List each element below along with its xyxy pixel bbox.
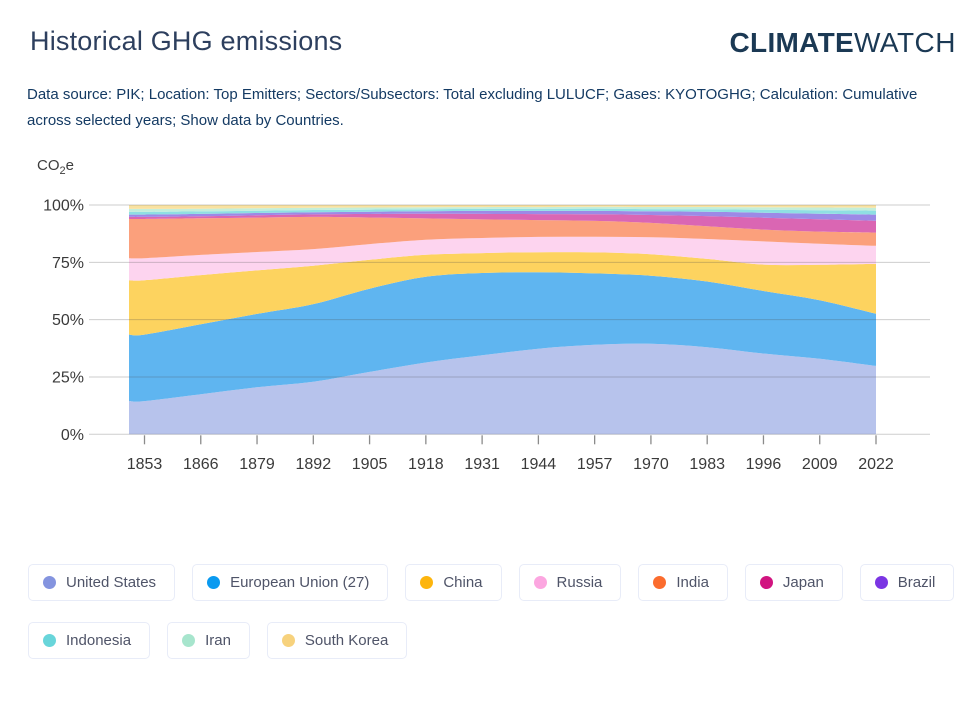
- legend-label-india: India: [676, 574, 709, 591]
- legend-label-japan: Japan: [782, 574, 824, 591]
- x-tick-label-1905: 1905: [352, 456, 388, 473]
- x-tick-label-2022: 2022: [858, 456, 894, 473]
- legend-dot-iran: [182, 634, 196, 647]
- y-tick-label-100pct: 100%: [43, 198, 84, 215]
- climate-watch-logo: CLIMATEWATCH: [730, 27, 956, 59]
- legend-item-china[interactable]: China: [405, 564, 502, 601]
- legend-row-2: Indonesia Iran South Korea: [28, 622, 954, 659]
- legend-dot-brazil: [874, 576, 888, 589]
- x-tick-label-1970: 1970: [633, 456, 669, 473]
- area-china[interactable]: [129, 252, 876, 336]
- settings-summary-line-2: across selected years; Show data by Coun…: [27, 112, 344, 129]
- stacked-area-chart: 1853 1866 1879 1892 1905 1918 1931 1944 1957 1970…: [43, 198, 930, 473]
- area-south-korea[interactable]: [129, 205, 876, 209]
- x-tick-label-1931: 1931: [464, 456, 500, 473]
- area-brazil[interactable]: [129, 210, 876, 221]
- x-tick-label-1853: 1853: [127, 456, 163, 473]
- legend-row-1: United States European Union (27) China Rus…: [28, 564, 955, 601]
- area-united-states[interactable]: [129, 343, 876, 435]
- legend-dot-india: [653, 576, 667, 589]
- legend-item-india[interactable]: India: [638, 564, 728, 601]
- area-iran[interactable]: [129, 206, 876, 212]
- legend-label-south-korea: South Korea: [304, 632, 389, 649]
- x-tick-label-1892: 1892: [296, 456, 332, 473]
- chart-legend: United States European Union (27) China Rus…: [28, 564, 955, 659]
- legend-item-brazil[interactable]: Brazil: [859, 564, 955, 601]
- page-title: Historical GHG emissions: [30, 26, 343, 56]
- legend-dot-japan: [759, 576, 773, 589]
- area-japan[interactable]: [129, 213, 876, 233]
- legend-item-russia[interactable]: Russia: [518, 564, 622, 601]
- y-tick-label-75pct: 75%: [52, 255, 84, 272]
- x-tick-label-1983: 1983: [689, 456, 725, 473]
- settings-summary-line-1: Data source: PIK; Location: Top Emitters…: [27, 86, 918, 103]
- area-indonesia[interactable]: [129, 208, 876, 215]
- x-tick-label-1996: 1996: [746, 456, 782, 473]
- area-india[interactable]: [129, 216, 876, 259]
- legend-label-iran: Iran: [205, 632, 231, 649]
- legend-item-united-states[interactable]: United States: [28, 564, 176, 601]
- legend-item-south-korea[interactable]: South Korea: [266, 622, 408, 659]
- y-tick-label-50pct: 50%: [52, 312, 84, 329]
- legend-label-united-states: United States: [66, 574, 157, 591]
- area-european-union-27[interactable]: [129, 272, 876, 402]
- legend-label-china: China: [443, 574, 483, 591]
- legend-item-japan[interactable]: Japan: [744, 564, 843, 601]
- legend-label-indonesia: Indonesia: [66, 632, 132, 649]
- legend-dot-south-korea: [281, 634, 295, 647]
- x-tick-label-1866: 1866: [183, 456, 219, 473]
- legend-label-european-union-27: European Union (27): [230, 574, 370, 591]
- legend-label-russia: Russia: [556, 574, 603, 591]
- legend-dot-indonesia: [43, 634, 56, 647]
- legend-dot-russia: [533, 576, 547, 589]
- legend-item-indonesia[interactable]: Indonesia: [28, 622, 151, 659]
- chart-settings-summary: Data source: PIK; Location: Top Emitters…: [27, 82, 957, 134]
- legend-dot-united-states: [43, 576, 56, 589]
- legend-item-european-union-27[interactable]: European Union (27): [192, 564, 389, 601]
- x-tick-label-1944: 1944: [521, 456, 557, 473]
- logo-watch: WATCH: [853, 27, 956, 58]
- y-axis-unit-label: CO2e: [37, 157, 74, 177]
- x-tick-label-1957: 1957: [577, 456, 613, 473]
- x-tick-label-1879: 1879: [239, 456, 275, 473]
- y-tick-label-0pct: 0%: [61, 427, 84, 444]
- legend-label-brazil: Brazil: [897, 574, 936, 591]
- logo-climate: CLIMATE: [729, 27, 854, 58]
- legend-item-iran[interactable]: Iran: [167, 622, 250, 659]
- y-tick-label-25pct: 25%: [52, 369, 84, 386]
- legend-dot-china: [420, 576, 434, 589]
- area-russia[interactable]: [129, 236, 876, 281]
- x-tick-label-2009: 2009: [802, 456, 838, 473]
- legend-dot-european-union-27: [207, 576, 221, 589]
- x-tick-label-1918: 1918: [408, 456, 444, 473]
